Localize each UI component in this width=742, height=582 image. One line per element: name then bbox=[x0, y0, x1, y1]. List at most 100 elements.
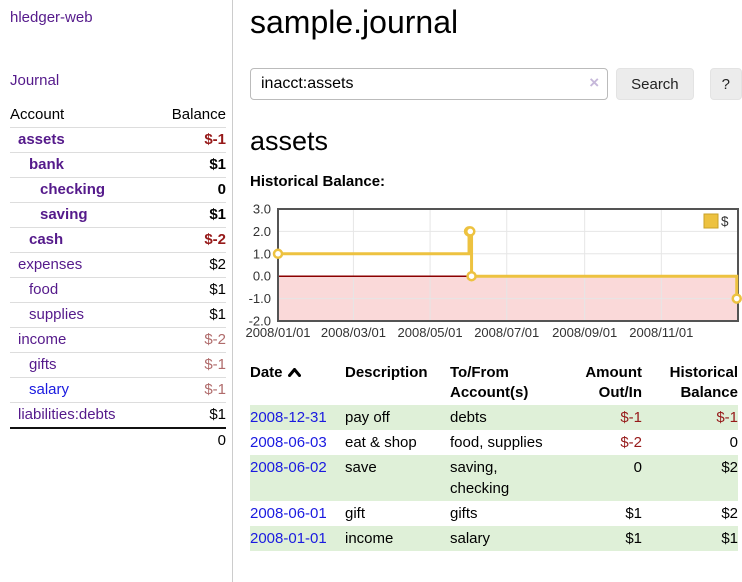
account-balance: $-2 bbox=[152, 327, 226, 353]
register-header-description: Description bbox=[345, 364, 428, 381]
account-link-supplies[interactable]: supplies bbox=[29, 306, 85, 323]
account-balance: $1 bbox=[152, 202, 226, 228]
register-header-row: Date Description To/From Account(s) Amou… bbox=[250, 361, 738, 405]
account-link-assets[interactable]: assets bbox=[18, 131, 65, 148]
sidebar-item-journal[interactable]: Journal bbox=[10, 72, 60, 89]
register-header-accounts: To/From Account(s) bbox=[450, 364, 529, 401]
account-link-expenses[interactable]: expenses bbox=[18, 256, 83, 273]
register-balance-cell: $2 bbox=[721, 505, 738, 522]
account-balance: $-2 bbox=[152, 227, 226, 253]
account-heading: assets bbox=[250, 126, 329, 156]
x-axis-tick-label: 2008/01/01 bbox=[245, 325, 310, 340]
transaction-date-link[interactable]: 2008-06-02 bbox=[250, 459, 327, 476]
account-balance: $1 bbox=[152, 402, 226, 428]
register-amount-cell: $-2 bbox=[620, 434, 642, 451]
account-cell: income bbox=[10, 327, 153, 353]
account-row: liabilities:debts $1 bbox=[10, 402, 226, 428]
account-cell: gifts bbox=[10, 352, 153, 378]
register-accounts-cell: food, supplies bbox=[450, 434, 543, 451]
x-axis-tick-label: 2008/09/01 bbox=[552, 325, 617, 340]
account-link-food[interactable]: food bbox=[29, 281, 59, 298]
chart-heading: Historical Balance: bbox=[250, 173, 386, 190]
page-title: sample.journal bbox=[250, 4, 459, 40]
legend-label: $ bbox=[721, 214, 729, 229]
register-row: 2008-06-02 save saving, checking 0 $2 bbox=[250, 455, 738, 501]
account-link-cash[interactable]: cash bbox=[29, 231, 64, 248]
y-axis-tick-label: 0.0 bbox=[253, 269, 271, 284]
register-amount-cell: 0 bbox=[633, 459, 642, 476]
register-date-cell: 2008-12-31 bbox=[250, 405, 345, 430]
account-row: checking 0 bbox=[10, 177, 226, 203]
chart-border bbox=[277, 208, 739, 322]
data-point-marker bbox=[465, 226, 476, 237]
account-link-liabilities-debts[interactable]: liabilities:debts bbox=[18, 406, 116, 423]
app-brand-link[interactable]: hledger-web bbox=[10, 9, 93, 26]
register-balance-cell: $2 bbox=[721, 459, 738, 476]
account-cell: checking bbox=[10, 177, 153, 203]
sort-ascending-icon bbox=[287, 363, 301, 383]
register-balance-cell: $-1 bbox=[716, 409, 738, 426]
register-accounts-cell: salary bbox=[450, 530, 491, 547]
account-link-bank[interactable]: bank bbox=[29, 156, 65, 173]
account-link-salary[interactable]: salary bbox=[29, 381, 70, 398]
account-link-income[interactable]: income bbox=[18, 331, 67, 348]
register-row: 2008-01-01 income salary $1 $1 bbox=[250, 526, 738, 551]
transaction-date-link[interactable]: 2008-06-01 bbox=[250, 505, 327, 522]
account-balance: $-1 bbox=[152, 127, 226, 153]
register-balance-cell: $1 bbox=[721, 530, 738, 547]
register-header-amount: Amount Out/In bbox=[585, 364, 642, 401]
sidebar: hledger-web Journal Account Balance asse… bbox=[0, 0, 233, 582]
search-input[interactable] bbox=[250, 68, 609, 100]
transaction-date-link[interactable]: 2008-01-01 bbox=[250, 530, 327, 547]
account-row: supplies $1 bbox=[10, 302, 226, 328]
accounts-balance-table: Account Balance assets $-1 bank $1 checking 0… bbox=[10, 103, 226, 453]
accounts-total-spacer bbox=[10, 427, 153, 453]
register-balance-cell: 0 bbox=[729, 434, 738, 451]
main-content: sample.journal × Search ? assets Histori… bbox=[245, 0, 742, 551]
register-header-date[interactable]: Date bbox=[250, 361, 345, 405]
account-link-checking[interactable]: checking bbox=[40, 181, 106, 198]
register-row: 2008-12-31 pay off debts $-1 $-1 bbox=[250, 405, 738, 430]
search-button[interactable]: Search bbox=[616, 68, 694, 100]
register-description-cell: income bbox=[345, 530, 394, 547]
y-axis-tick-label: 1.0 bbox=[253, 246, 271, 261]
account-row: food $1 bbox=[10, 277, 226, 303]
register-amount-cell: $-1 bbox=[620, 409, 642, 426]
account-row: gifts $-1 bbox=[10, 352, 226, 378]
register-description-cell: gift bbox=[345, 505, 366, 522]
data-point-marker bbox=[731, 293, 742, 304]
chart-legend: $ bbox=[703, 213, 729, 229]
transaction-date-link[interactable]: 2008-06-03 bbox=[250, 434, 327, 451]
historical-balance-chart: $3.0 2.0 1.0 0.0 -1.0 -2.0 2008/01/01 2008/03/0… bbox=[245, 201, 742, 343]
register-date-cell: 2008-06-01 bbox=[250, 501, 345, 526]
account-cell: bank bbox=[10, 152, 153, 178]
account-cell: liabilities:debts bbox=[10, 402, 153, 428]
data-point-marker bbox=[466, 270, 477, 282]
account-balance: $1 bbox=[152, 152, 226, 178]
account-row: assets $-1 bbox=[10, 127, 226, 153]
account-cell: saving bbox=[10, 202, 153, 228]
legend-swatch bbox=[703, 213, 719, 229]
account-row: expenses $2 bbox=[10, 252, 226, 278]
register-header-date-label: Date bbox=[250, 364, 283, 381]
clear-search-icon[interactable]: × bbox=[589, 73, 600, 92]
account-cell: salary bbox=[10, 377, 153, 403]
x-axis-tick-label: 2008/11/01 bbox=[629, 325, 693, 340]
y-axis-tick-label: 2.0 bbox=[253, 224, 271, 239]
register-row: 2008-06-03 eat & shop food, supplies $-2 0 bbox=[250, 430, 738, 455]
account-cell: cash bbox=[10, 227, 153, 253]
account-link-gifts[interactable]: gifts bbox=[29, 356, 57, 373]
register-amount-cell: $1 bbox=[625, 530, 642, 547]
account-link-saving[interactable]: saving bbox=[40, 206, 88, 223]
transaction-date-link[interactable]: 2008-12-31 bbox=[250, 409, 327, 426]
register-date-cell: 2008-06-03 bbox=[250, 430, 345, 455]
accounts-total-row: 0 bbox=[10, 427, 226, 453]
register-accounts-cell: gifts bbox=[450, 505, 478, 522]
account-row: salary $-1 bbox=[10, 377, 226, 403]
y-axis-tick-label: -1.0 bbox=[249, 291, 271, 306]
accounts-header-row: Account Balance bbox=[10, 103, 226, 128]
search-bar: × Search ? bbox=[250, 68, 742, 100]
y-axis-tick-label: -2.0 bbox=[249, 314, 271, 329]
help-button[interactable]: ? bbox=[709, 68, 742, 100]
